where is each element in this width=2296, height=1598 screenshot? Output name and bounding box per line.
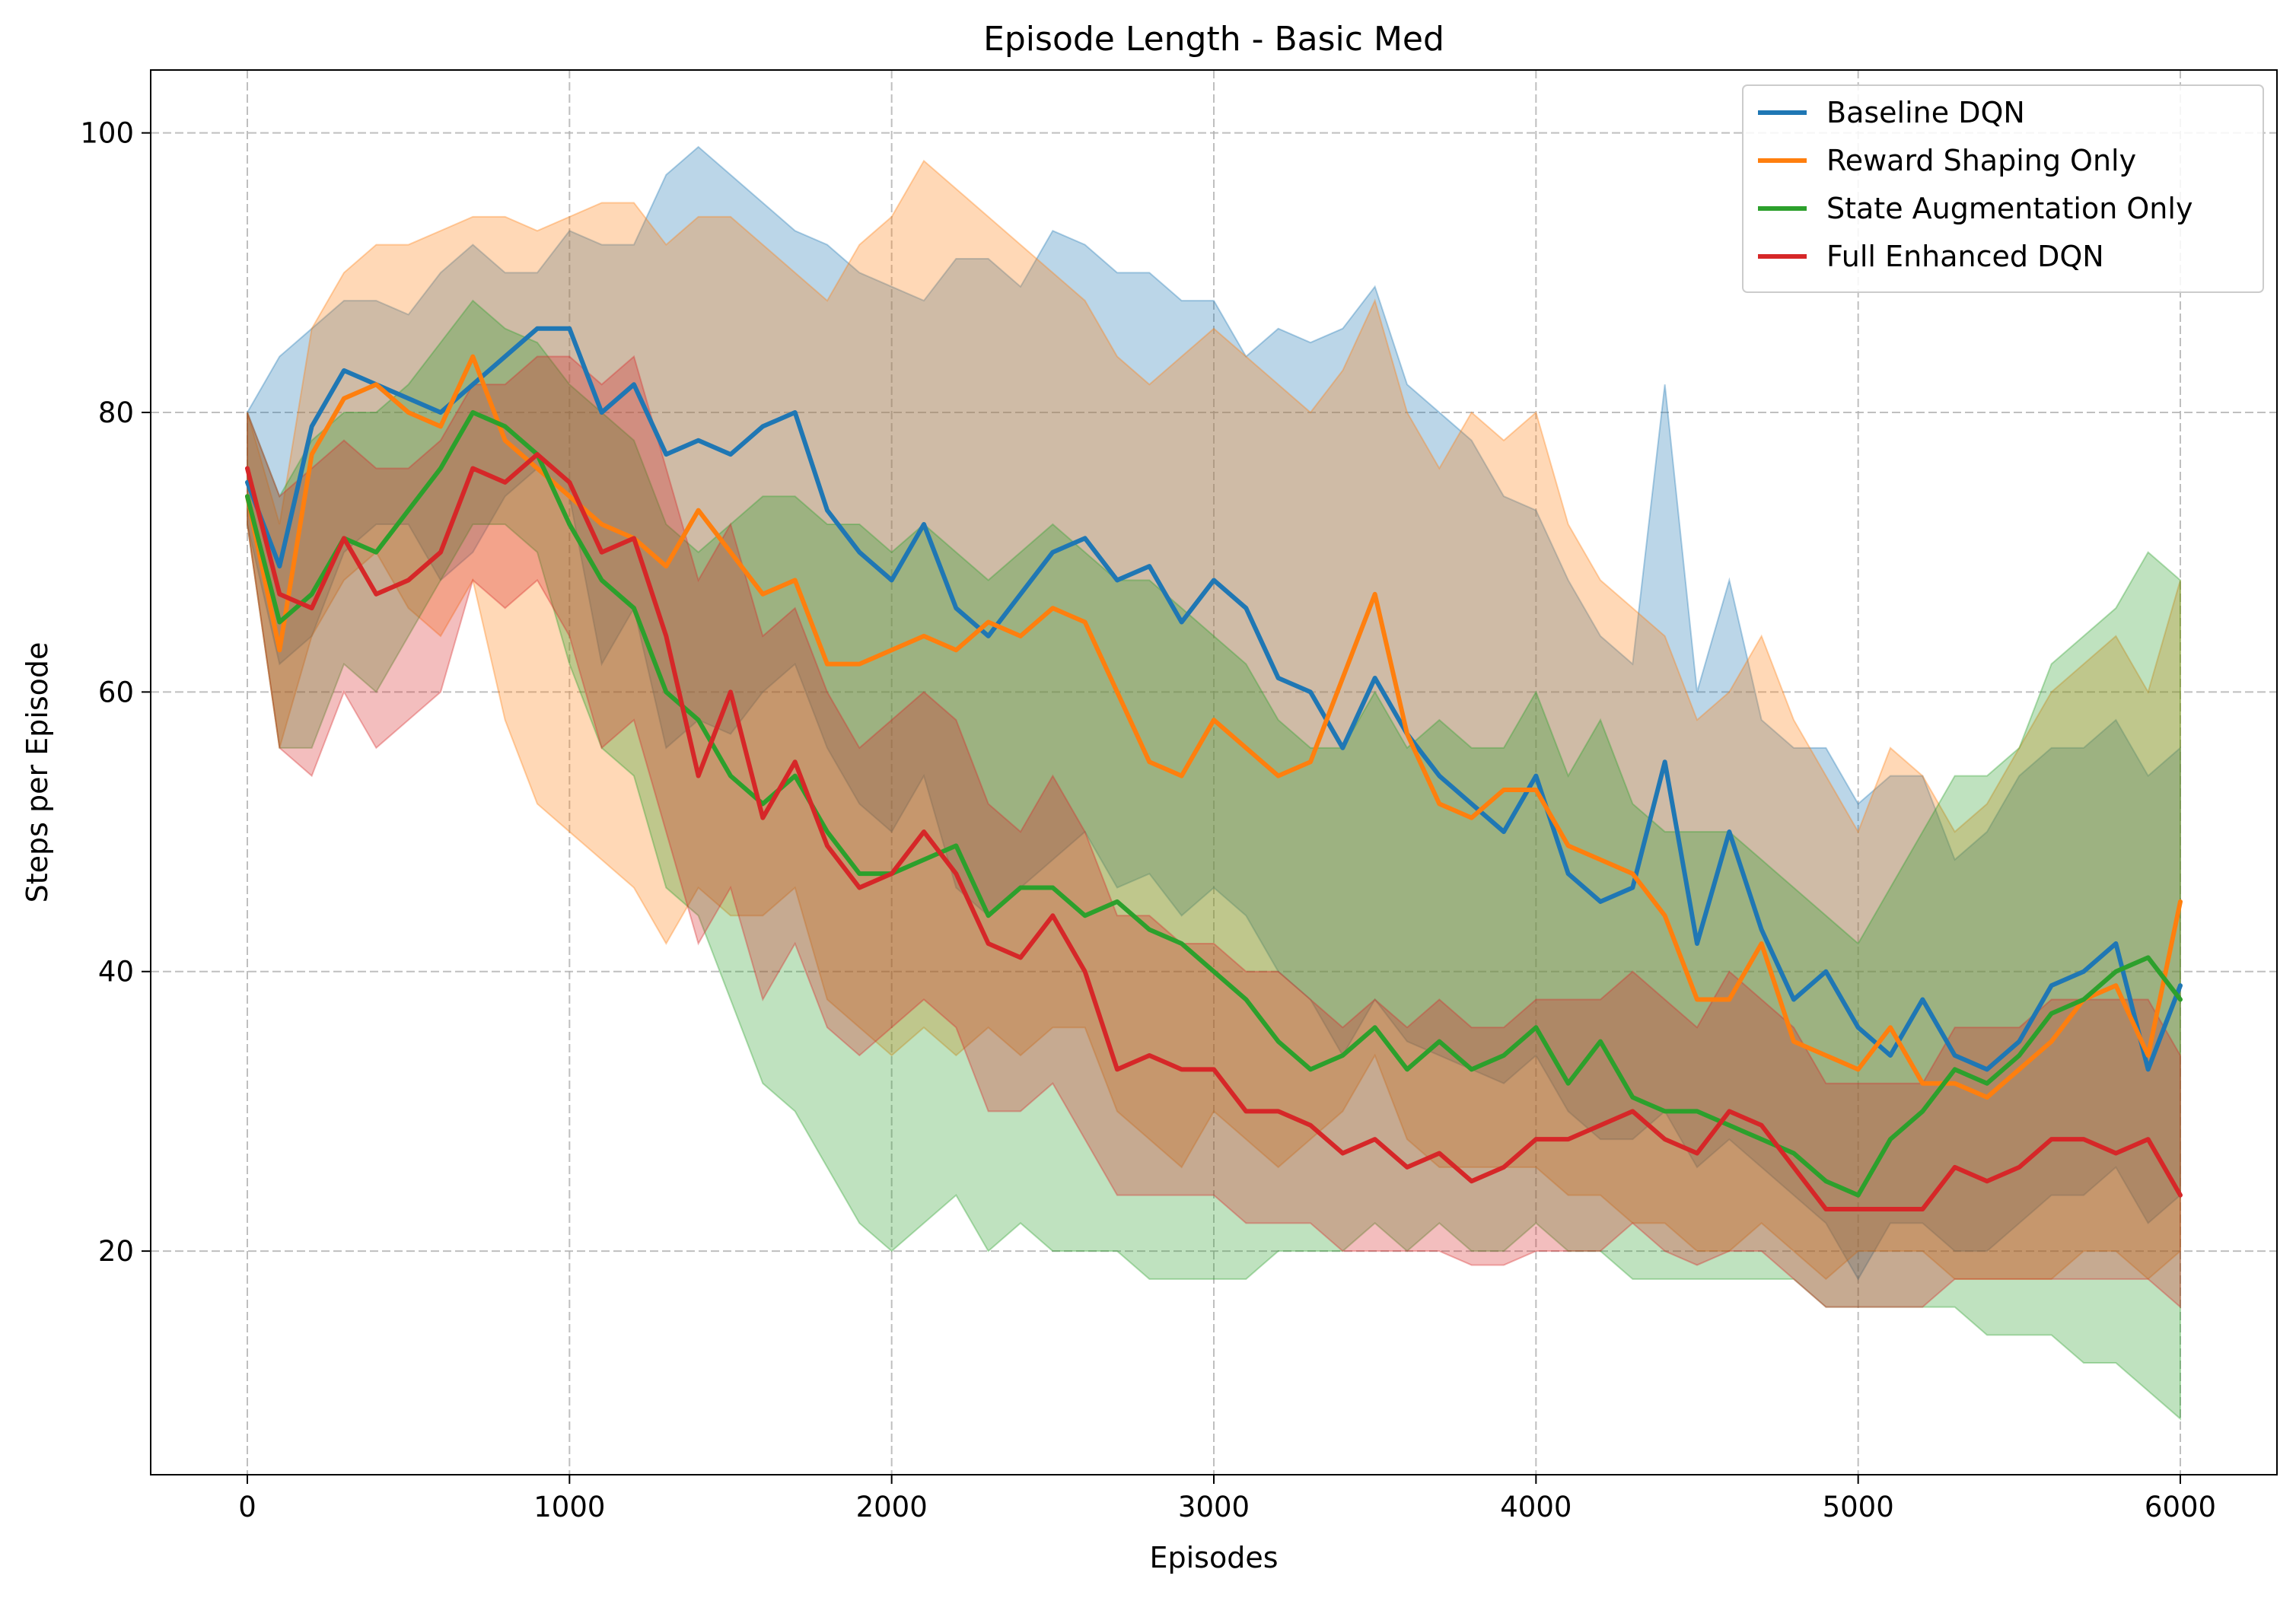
y-tick-label: 60 xyxy=(98,676,134,708)
x-tick-label: 2000 xyxy=(856,1491,928,1523)
y-tick-label: 100 xyxy=(80,117,134,150)
mean-lines xyxy=(245,326,2183,1212)
series-line-1 xyxy=(245,354,2183,1100)
band-2 xyxy=(247,299,2181,1421)
legend-label-2: State Augmentation Only xyxy=(1826,192,2193,225)
chart-title: Episode Length - Basic Med xyxy=(983,20,1444,59)
series-line-0 xyxy=(245,326,2183,1072)
x-axis-label: Episodes xyxy=(1149,1541,1278,1574)
axis-ticks: 0 1000 2000 3000 4000 5000 6000 20 40 60 80 100 xyxy=(80,117,2216,1523)
legend-label-3: Full Enhanced DQN xyxy=(1826,240,2104,273)
legend-label-1: Reward Shaping Only xyxy=(1826,144,2136,177)
grid xyxy=(151,70,2277,1475)
legend-label-0: Baseline DQN xyxy=(1826,96,2025,129)
x-tick-label: 6000 xyxy=(2145,1491,2216,1523)
x-tick-label: 1000 xyxy=(533,1491,605,1523)
series-line-3 xyxy=(245,452,2183,1212)
y-tick-label: 80 xyxy=(98,396,134,429)
band-3 xyxy=(247,355,2181,1309)
x-tick-label: 0 xyxy=(238,1491,256,1523)
y-axis-label: Steps per Episode xyxy=(21,642,54,903)
legend: Baseline DQN Reward Shaping Only State Aug… xyxy=(1742,84,2264,293)
legend-box xyxy=(1742,84,2264,293)
x-tick-label: 4000 xyxy=(1500,1491,1572,1523)
series-line-2 xyxy=(245,410,2183,1198)
x-tick-label: 3000 xyxy=(1178,1491,1250,1523)
x-tick-label: 5000 xyxy=(1823,1491,1894,1523)
y-tick-label: 40 xyxy=(98,956,134,988)
y-tick-label: 20 xyxy=(98,1235,134,1268)
